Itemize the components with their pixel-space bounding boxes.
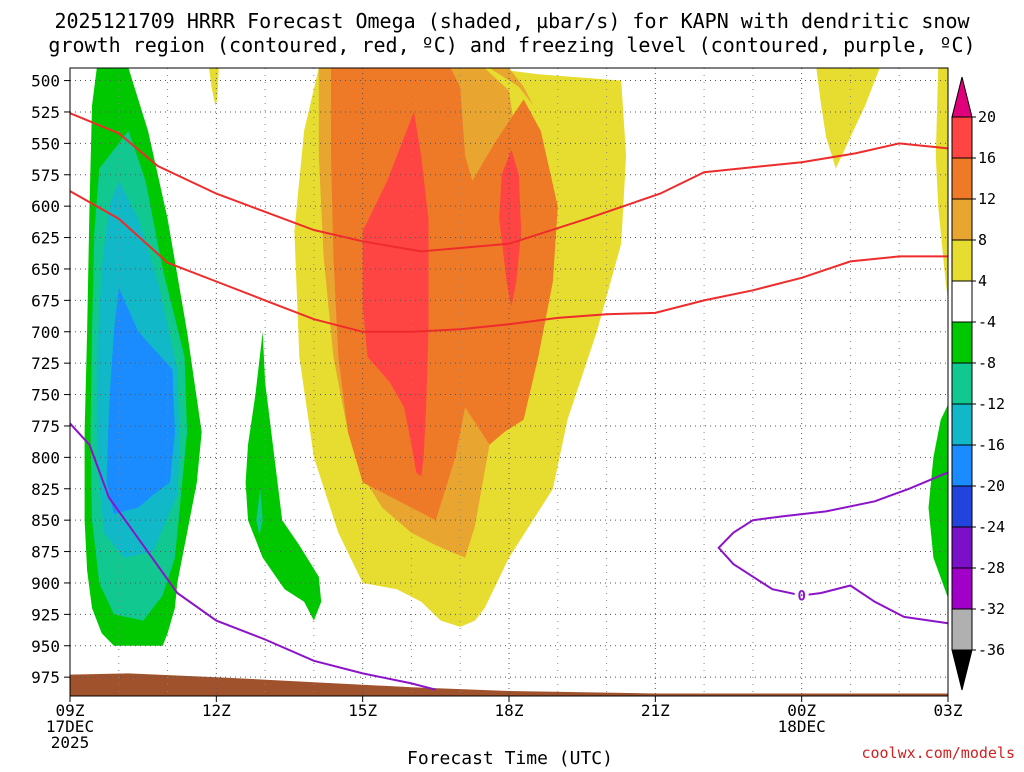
y-tick-label-950: 950 [31, 637, 60, 656]
colorbar-label--20: -20 [978, 477, 1005, 495]
colorbar-label-12: 12 [978, 190, 996, 208]
x-tick-label-0-2: 2025 [51, 733, 90, 752]
freezing-level-label: 0 [797, 589, 805, 605]
x-tick-label-0-1: 17DEC [46, 717, 94, 736]
colorbar-swatch-3 [951, 239, 973, 282]
y-tick-label-550: 550 [31, 134, 60, 153]
contours: 0 [69, 112, 949, 691]
shade-red-core-b [499, 149, 522, 307]
colorbar-label--8: -8 [978, 354, 996, 372]
colorbar-swatch-12 [951, 608, 973, 651]
y-tick-label-900: 900 [31, 574, 60, 593]
x-axis-label: Forecast Time (UTC) [407, 748, 613, 768]
x-tick-label-9-0: 18Z [495, 701, 524, 720]
colorbar-label--28: -28 [978, 559, 1005, 577]
y-tick-label-925: 925 [31, 605, 60, 624]
shade-yellow-top-left [209, 68, 219, 106]
shade-yellow-top-right [816, 68, 880, 169]
colorbar-swatch-9 [951, 485, 973, 528]
y-tick-label-750: 750 [31, 386, 60, 405]
y-tick-label-725: 725 [31, 354, 60, 373]
y-tick-label-600: 600 [31, 197, 60, 216]
y-tick-label-525: 525 [31, 103, 60, 122]
x-tick-label-18-0: 03Z [934, 701, 963, 720]
colorbar-label--12: -12 [978, 395, 1005, 413]
contour-freezing-left [69, 422, 437, 691]
y-tick-label-775: 775 [31, 417, 60, 436]
colorbar-swatch-4 [951, 280, 973, 323]
y-tick-label-825: 825 [31, 480, 60, 499]
x-tick-label-0-0: 09Z [56, 701, 85, 720]
y-tick-label-975: 975 [31, 668, 60, 687]
y-tick-label-650: 650 [31, 260, 60, 279]
contour-freezing-right [717, 471, 949, 625]
x-tick-label-6-0: 15Z [348, 701, 377, 720]
colorbar-label-16: 16 [978, 149, 996, 167]
x-tick-label-15-0: 00Z [787, 701, 816, 720]
colorbar-swatch-7 [951, 403, 973, 446]
colorbar-label-8: 8 [978, 231, 987, 249]
colorbar: 20 16 12 8 4 -4 -8 -12 -16 -20 -24 -28 -32 -36 [951, 76, 1005, 691]
y-tick-label-850: 850 [31, 511, 60, 530]
colorbar-label--24: -24 [978, 518, 1005, 536]
colorbar-label--4: -4 [978, 313, 996, 331]
colorbar-swatch-5 [951, 321, 973, 364]
x-tick-label-15-1: 18DEC [778, 717, 826, 736]
shade-gold-notch [489, 68, 534, 106]
shade-green-mid-spot [256, 488, 263, 536]
colorbar-swatch-6 [951, 362, 973, 405]
terrain [70, 673, 948, 696]
contour-dendritic-lower [69, 190, 948, 333]
shade-green-mid [245, 331, 322, 621]
colorbar-swatch-8 [951, 444, 973, 487]
chart-title-line-2: growth region (contoured, red, ºC) and f… [48, 33, 975, 57]
colorbar-swatch-2 [951, 198, 973, 241]
shade-blue-left [106, 287, 175, 514]
y-tick-label-675: 675 [31, 291, 60, 310]
colorbar-swatch-0 [951, 116, 973, 159]
chart-title-line-1: 2025121709 HRRR Forecast Omega (shaded, … [54, 9, 970, 33]
colorbar-top-triangle [951, 76, 973, 118]
shade-red-core-a [362, 112, 429, 477]
omega-shading [84, 68, 948, 646]
contour-dendritic-upper [69, 112, 949, 253]
colorbar-label-20: 20 [978, 108, 996, 126]
freezing-label-bg [794, 586, 809, 603]
shade-green-right [928, 404, 948, 598]
terrain-fill [70, 673, 948, 696]
colorbar-swatch-11 [951, 567, 973, 610]
y-tick-label-700: 700 [31, 323, 60, 342]
credit-text[interactable]: coolwx.com/models [861, 744, 1015, 762]
colorbar-swatch-1 [951, 157, 973, 200]
y-tick-label-500: 500 [31, 72, 60, 91]
colorbar-label--32: -32 [978, 600, 1005, 618]
colorbar-label-4: 4 [978, 272, 987, 290]
x-tick-label-3-0: 12Z [202, 701, 231, 720]
shade-yellow-right-edge [935, 68, 948, 301]
y-tick-label-625: 625 [31, 229, 60, 248]
y-axis: 500 525 550 575 600 625 650 675 700 725 750 775 800 8… [31, 72, 70, 687]
y-tick-label-800: 800 [31, 448, 60, 467]
y-tick-label-575: 575 [31, 166, 60, 185]
colorbar-label--36: -36 [978, 641, 1005, 659]
colorbar-bottom-triangle [951, 649, 973, 691]
y-tick-label-875: 875 [31, 543, 60, 562]
x-tick-label-12-0: 21Z [641, 701, 670, 720]
colorbar-swatch-10 [951, 526, 973, 569]
colorbar-label--16: -16 [978, 436, 1005, 454]
